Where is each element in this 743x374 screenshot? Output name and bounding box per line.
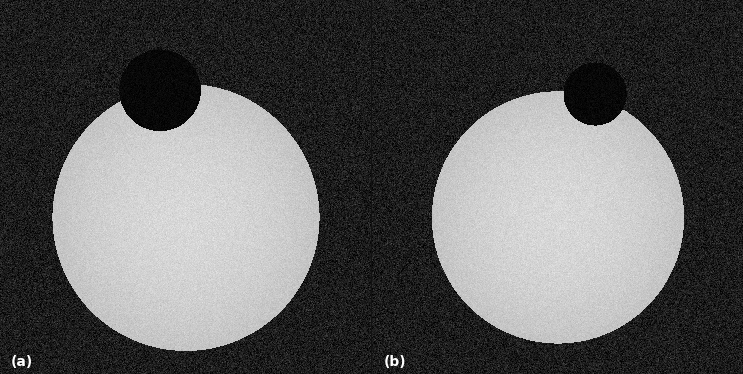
Text: (a): (a) xyxy=(11,355,33,369)
Text: (b): (b) xyxy=(383,355,406,369)
